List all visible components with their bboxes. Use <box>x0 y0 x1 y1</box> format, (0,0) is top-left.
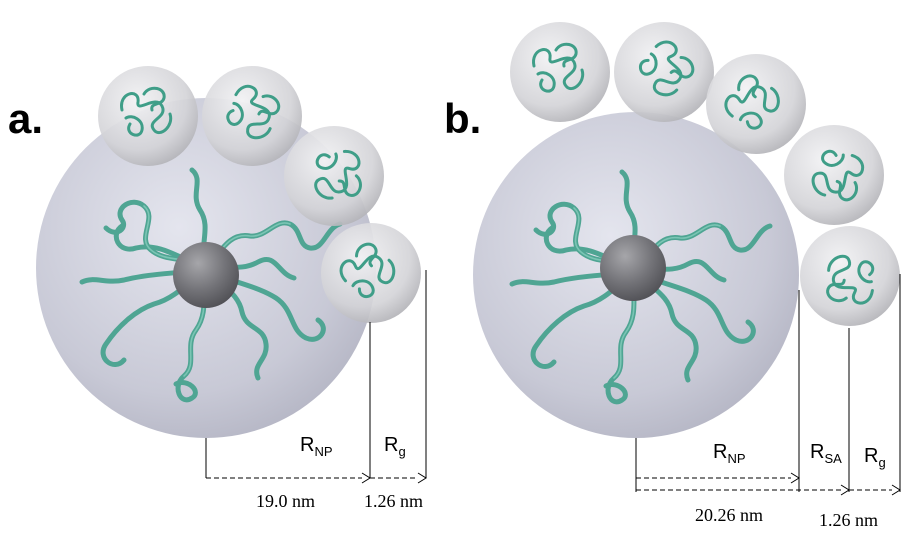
r-np-sa-value: 20.26 nm <box>695 505 763 525</box>
adsorbed-protein <box>614 22 714 122</box>
adsorbed-protein <box>510 22 610 122</box>
nanoparticle-core <box>600 235 666 301</box>
panel-b: b. <box>444 22 901 530</box>
adsorbed-protein <box>202 66 302 166</box>
panel-label: b. <box>444 95 481 142</box>
r-np-value: 19.0 nm <box>256 491 315 511</box>
nanoparticle-core <box>173 242 239 308</box>
panel-label: a. <box>8 95 43 142</box>
adsorbed-protein <box>800 226 900 326</box>
r-g-label: Rg <box>864 445 886 470</box>
adsorbed-protein <box>706 54 806 154</box>
arrow-head <box>361 472 371 484</box>
r-g-value: 1.26 nm <box>819 510 878 530</box>
arrow-head <box>840 484 850 496</box>
arrow-head <box>891 484 901 496</box>
adsorbed-protein <box>98 66 198 166</box>
r-sa-label: RSA <box>810 441 842 466</box>
r-g-value: 1.26 nm <box>364 491 423 511</box>
r-np-label: RNP <box>713 441 746 466</box>
arrow-head <box>417 472 427 484</box>
adsorbed-protein <box>321 223 421 323</box>
adsorbed-protein <box>284 126 384 226</box>
panel-a: a. RNP <box>8 66 427 511</box>
arrow-head <box>790 472 800 484</box>
r-np-label: RNP <box>300 434 333 459</box>
adsorbed-protein <box>784 125 884 225</box>
r-g-label: Rg <box>384 434 406 459</box>
